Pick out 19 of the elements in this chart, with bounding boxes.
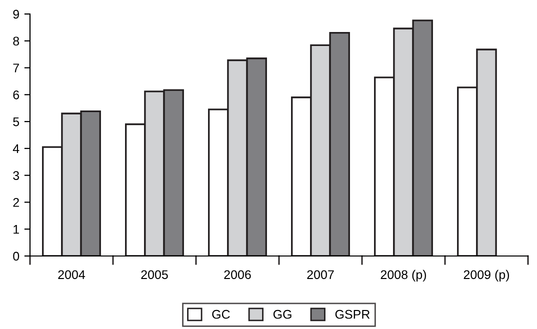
y-tick-label: 7 xyxy=(13,64,19,72)
y-tick-label: 4 xyxy=(12,144,20,153)
y-tick-label: 3 xyxy=(13,171,20,180)
legend-label: GC xyxy=(212,310,230,319)
legend-label: GG xyxy=(273,310,292,319)
y-tick-label: 6 xyxy=(13,90,20,100)
y-tick-label: 1 xyxy=(14,225,19,234)
legend-label: GSPR xyxy=(335,310,370,319)
y-tick-label: 9 xyxy=(13,10,19,19)
y-tick-label: 8 xyxy=(13,36,20,46)
x-tick-label: 2006 xyxy=(224,270,251,280)
y-tick-label: 2 xyxy=(13,198,19,207)
x-tick-label: 2007 xyxy=(307,270,334,280)
x-tick-label: 2004 xyxy=(58,270,86,280)
x-tick-label: 2008 (p) xyxy=(380,270,426,282)
x-tick-label: 2009 (p) xyxy=(464,270,510,282)
y-tick-label: 0 xyxy=(13,252,20,261)
x-tick-label: 2005 xyxy=(141,270,168,280)
y-tick-label: 5 xyxy=(13,117,20,126)
